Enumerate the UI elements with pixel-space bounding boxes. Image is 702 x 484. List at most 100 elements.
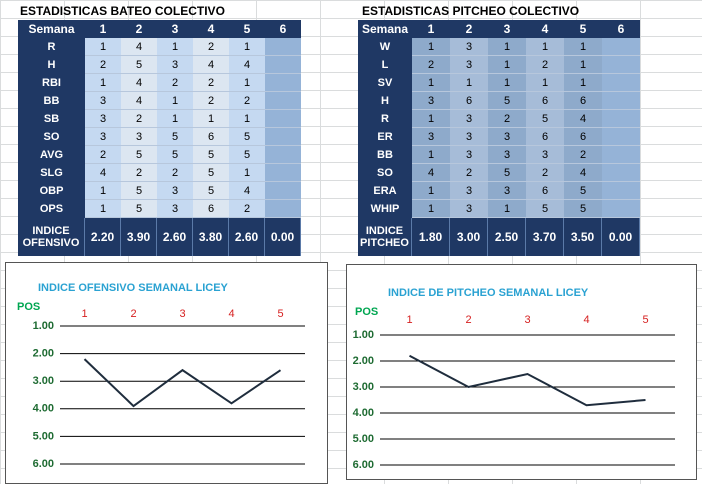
value-cell: 2 [193, 38, 229, 56]
x-tick-label: 3 [179, 308, 185, 320]
value-cell: 2 [193, 92, 229, 110]
table-title: ESTADISTICAS PITCHEO COLECTIVO [362, 4, 580, 18]
value-cell: 1 [157, 38, 193, 56]
empty-cell [265, 56, 301, 74]
value-cell: 6 [564, 128, 602, 146]
row-label: R [358, 110, 412, 128]
value-cell: 3 [488, 182, 526, 200]
index-value: 0.00 [265, 218, 301, 256]
value-cell: 1 [157, 92, 193, 110]
value-cell: 3 [450, 110, 488, 128]
value-cell: 4 [564, 110, 602, 128]
empty-cell [265, 164, 301, 182]
value-cell: 1 [85, 74, 121, 92]
value-cell: 2 [229, 92, 265, 110]
header-cell: 4 [193, 20, 229, 38]
value-cell: 3 [450, 182, 488, 200]
value-cell: 4 [121, 38, 157, 56]
x-tick-label: 5 [277, 308, 283, 320]
value-cell: 2 [450, 164, 488, 182]
value-cell: 1 [412, 74, 450, 92]
value-cell: 5 [229, 146, 265, 164]
value-cell: 4 [121, 92, 157, 110]
x-tick-label: 2 [130, 308, 136, 320]
value-cell: 3 [488, 128, 526, 146]
value-cell: 1 [229, 74, 265, 92]
value-cell: 5 [526, 110, 564, 128]
y-tick-label: 3.00 [353, 381, 374, 393]
value-cell: 4 [121, 74, 157, 92]
row-label: OPS [18, 200, 85, 218]
value-cell: 1 [412, 110, 450, 128]
value-cell: 3 [526, 146, 564, 164]
value-cell: 1 [564, 56, 602, 74]
index-value: 2.60 [157, 218, 193, 256]
value-cell: 4 [564, 164, 602, 182]
index-value: 3.70 [526, 218, 564, 256]
empty-cell [265, 200, 301, 218]
chart-area [5, 262, 328, 484]
row-label: SO [18, 128, 85, 146]
row-label: AVG [18, 146, 85, 164]
chart-area [346, 264, 697, 480]
table-title: ESTADISTICAS BATEO COLECTIVO [20, 4, 225, 18]
header-cell: Semana [358, 20, 412, 38]
y-tick-label: 6.00 [33, 458, 54, 470]
row-label: L [358, 56, 412, 74]
value-cell: 5 [121, 146, 157, 164]
value-cell: 3 [450, 56, 488, 74]
empty-cell [265, 38, 301, 56]
row-label: OBP [18, 182, 85, 200]
value-cell: 5 [564, 182, 602, 200]
value-cell: 2 [229, 200, 265, 218]
row-label: R [18, 38, 85, 56]
x-tick-label: 3 [524, 314, 530, 326]
value-cell: 1 [488, 200, 526, 218]
header-cell: 5 [564, 20, 602, 38]
index-value: 2.60 [229, 218, 265, 256]
value-cell: 5 [564, 200, 602, 218]
value-cell: 3 [450, 128, 488, 146]
y-tick-label: 1.00 [33, 320, 54, 332]
value-cell: 4 [193, 56, 229, 74]
value-cell: 2 [526, 56, 564, 74]
value-cell: 1 [488, 38, 526, 56]
value-cell: 2 [526, 164, 564, 182]
empty-cell [602, 56, 640, 74]
value-cell: 1 [450, 74, 488, 92]
value-cell: 3 [450, 200, 488, 218]
value-cell: 5 [121, 200, 157, 218]
y-axis-label: POS [355, 306, 378, 318]
value-cell: 4 [412, 164, 450, 182]
empty-cell [265, 74, 301, 92]
value-cell: 5 [229, 128, 265, 146]
row-label: ERA [358, 182, 412, 200]
value-cell: 6 [526, 128, 564, 146]
row-label: SO [358, 164, 412, 182]
value-cell: 3 [121, 128, 157, 146]
value-cell: 3 [412, 128, 450, 146]
index-value: 2.50 [488, 218, 526, 256]
chart-title: INDICE OFENSIVO SEMANAL LICEY [38, 282, 229, 294]
value-cell: 3 [85, 110, 121, 128]
value-cell: 3 [157, 56, 193, 74]
value-cell: 3 [85, 92, 121, 110]
index-value: 3.00 [450, 218, 488, 256]
value-cell: 4 [85, 164, 121, 182]
value-cell: 1 [85, 38, 121, 56]
value-cell: 2 [85, 146, 121, 164]
empty-cell [602, 74, 640, 92]
value-cell: 5 [488, 164, 526, 182]
empty-cell [265, 128, 301, 146]
header-cell: 5 [229, 20, 265, 38]
value-cell: 3 [488, 146, 526, 164]
value-cell: 1 [526, 74, 564, 92]
value-cell: 6 [526, 182, 564, 200]
value-cell: 1 [564, 38, 602, 56]
value-cell: 3 [450, 38, 488, 56]
row-label: W [358, 38, 412, 56]
value-cell: 2 [193, 74, 229, 92]
header-cell: 2 [121, 20, 157, 38]
x-tick-label: 4 [228, 308, 234, 320]
